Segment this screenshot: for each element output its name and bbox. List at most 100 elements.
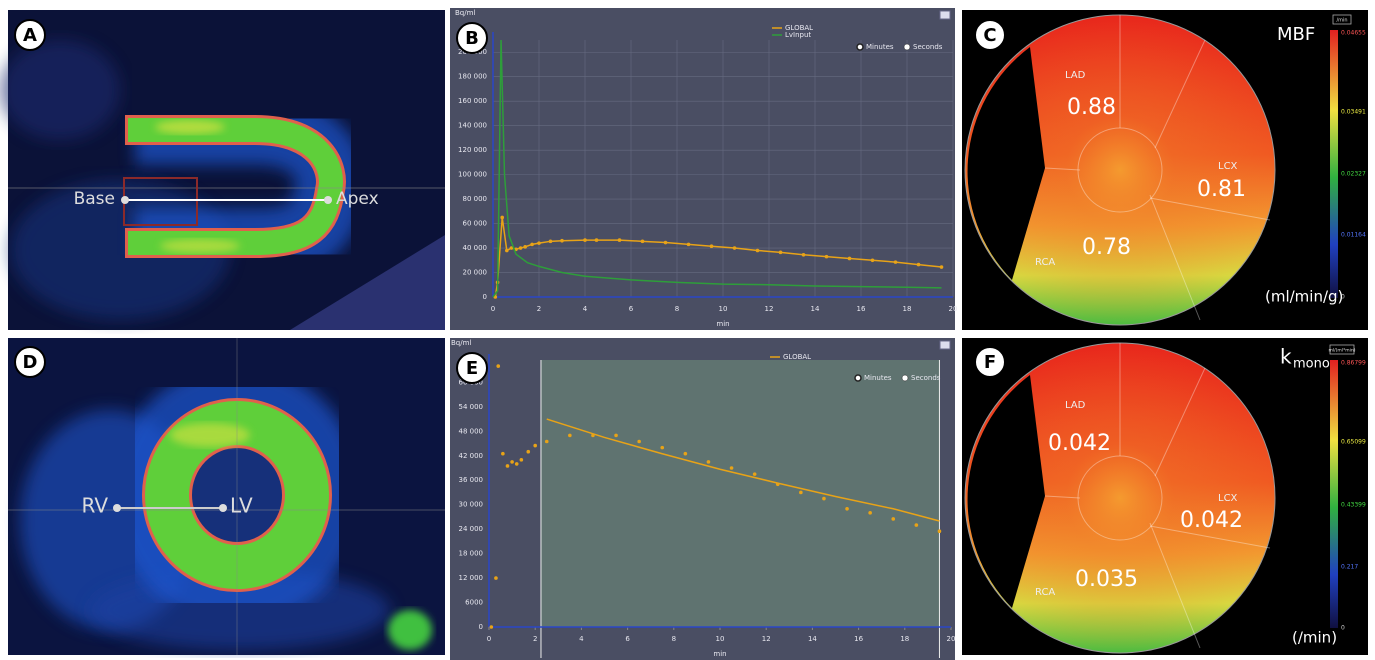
- segment-name: RCA: [1035, 257, 1055, 268]
- figure: Base Apex A RV LV D /min 0.04655 0.03491…: [0, 0, 1375, 660]
- x-tick-label: 16: [857, 305, 866, 313]
- segment-value: 0.88: [1067, 95, 1116, 120]
- x-tick-label: 4: [579, 635, 584, 643]
- radio-button[interactable]: [904, 44, 910, 50]
- y-tick-label: 160 000: [458, 97, 487, 105]
- point: [515, 462, 519, 466]
- map-title: k: [1280, 345, 1292, 369]
- radio-label: Minutes: [864, 374, 892, 382]
- colorbar-tick: 0: [1341, 625, 1345, 632]
- point: [530, 243, 534, 247]
- radio-button[interactable]: [855, 375, 861, 381]
- x-tick-label: 12: [762, 635, 771, 643]
- panel-letter: C: [983, 25, 996, 46]
- unit: (/min): [1292, 629, 1337, 647]
- map-title-sub: mono: [1293, 357, 1330, 372]
- colorbar-tick: 0.86799: [1341, 360, 1366, 367]
- point: [660, 446, 664, 450]
- map-title: MBF: [1277, 24, 1315, 45]
- fit-window: [541, 360, 939, 627]
- export-icon[interactable]: [940, 341, 950, 349]
- point: [490, 625, 494, 629]
- point: [506, 464, 510, 468]
- radio-label: Minutes: [866, 43, 894, 51]
- x-tick-label: 20: [949, 305, 958, 313]
- point: [494, 576, 498, 580]
- point: [533, 444, 537, 448]
- panel-letter: E: [466, 358, 478, 379]
- point: [779, 251, 783, 255]
- point: [545, 440, 549, 444]
- segment-name: RCA: [1035, 587, 1055, 598]
- point: [891, 517, 895, 521]
- point: [687, 243, 691, 247]
- segment-value: 0.035: [1075, 567, 1138, 592]
- segment-name: LAD: [1065, 70, 1086, 81]
- y-tick-label: 42 000: [459, 452, 484, 460]
- point: [637, 440, 641, 444]
- colorbar-tick: 0.04655: [1341, 30, 1366, 37]
- point: [560, 239, 564, 243]
- panel-letter: F: [984, 352, 996, 373]
- point: [537, 241, 541, 245]
- point: [938, 529, 942, 533]
- point: [940, 265, 944, 269]
- point: [756, 249, 760, 253]
- x-tick-label: 14: [808, 635, 817, 643]
- y-tick-label: 0: [479, 623, 483, 631]
- segment-value: 0.042: [1048, 431, 1111, 456]
- colorbar-tick: 0.03491: [1341, 109, 1366, 116]
- radio-button[interactable]: [902, 375, 908, 381]
- panel-b: [450, 8, 955, 330]
- segment-value: 0.78: [1082, 235, 1131, 260]
- panel-d: RV LV D: [8, 338, 445, 655]
- x-tick-label: 6: [629, 305, 634, 313]
- point: [684, 452, 688, 456]
- point: [519, 246, 523, 250]
- point: [583, 238, 587, 242]
- segment-value: 0.81: [1197, 177, 1246, 202]
- label: RV: [82, 494, 109, 518]
- y-tick-label: 40 000: [463, 244, 488, 252]
- x-tick-label: 16: [854, 635, 863, 643]
- point: [641, 240, 645, 244]
- point: [501, 452, 505, 456]
- y-tick-label: 0: [483, 293, 487, 301]
- colorbar-unit: ml/(ml*min): [1328, 348, 1355, 354]
- point: [868, 511, 872, 515]
- y-tick-label: 24 000: [459, 525, 484, 533]
- x-axis-label: min: [713, 650, 726, 658]
- x-tick-label: 10: [716, 635, 725, 643]
- colorbar-unit: /min: [1336, 18, 1347, 24]
- y-tick-label: 100 000: [458, 171, 487, 179]
- x-tick-label: 0: [491, 305, 495, 313]
- point: [568, 434, 572, 438]
- x-tick-label: 18: [900, 635, 909, 643]
- panel-letter: D: [23, 352, 38, 373]
- unit: (ml/min/g): [1265, 288, 1343, 306]
- point: [595, 238, 599, 242]
- radio-label: Seconds: [913, 43, 943, 51]
- x-tick-label: 8: [675, 305, 679, 313]
- y-axis-label: Bq/ml: [451, 339, 471, 347]
- colorbar-tick: 0.65099: [1341, 439, 1366, 446]
- point: [710, 244, 714, 248]
- export-icon[interactable]: [940, 11, 950, 19]
- y-tick-label: 20 000: [463, 269, 488, 277]
- radio-button[interactable]: [857, 44, 863, 50]
- y-tick-label: 30 000: [459, 501, 484, 509]
- point: [523, 245, 527, 249]
- x-tick-label: 4: [583, 305, 588, 313]
- x-tick-label: 2: [533, 635, 537, 643]
- point: [802, 253, 806, 257]
- point: [825, 255, 829, 259]
- point: [510, 460, 514, 464]
- point: [894, 260, 898, 264]
- legend-label: GLOBAL: [783, 353, 811, 361]
- point: [871, 258, 875, 262]
- colorbar-tick: 0.01164: [1341, 232, 1366, 239]
- panel-a: Base Apex A: [0, 10, 445, 330]
- point: [549, 240, 553, 244]
- point: [845, 507, 849, 511]
- radio-label: Seconds: [911, 374, 941, 382]
